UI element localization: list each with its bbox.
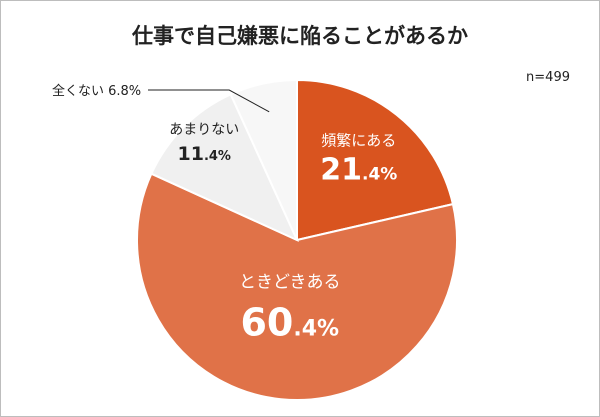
pie-slice-sometimes: [136, 172, 458, 401]
slice-value-frequent: 21.4%: [320, 152, 397, 187]
slice-label-sometimes: ときどきある: [239, 273, 341, 293]
slice-label-frequent: 頻繁にある: [321, 131, 396, 149]
pie-slice-rarely: [150, 93, 300, 243]
pie-slice-frequent: [296, 78, 455, 242]
callout-line-never: [148, 89, 270, 113]
slice-value-sometimes: 60.4%: [240, 301, 339, 345]
pie-slice-never: [229, 78, 298, 241]
chart-title: 仕事で自己嫌悪に陥ることがあるか: [132, 24, 468, 48]
slice-label-rarely: あまりない: [169, 122, 239, 138]
slice-label-never: 全くない 6.8%: [52, 83, 141, 99]
sample-size-label: n=499: [526, 70, 570, 85]
slice-value-rarely: 11.4%: [177, 143, 230, 165]
